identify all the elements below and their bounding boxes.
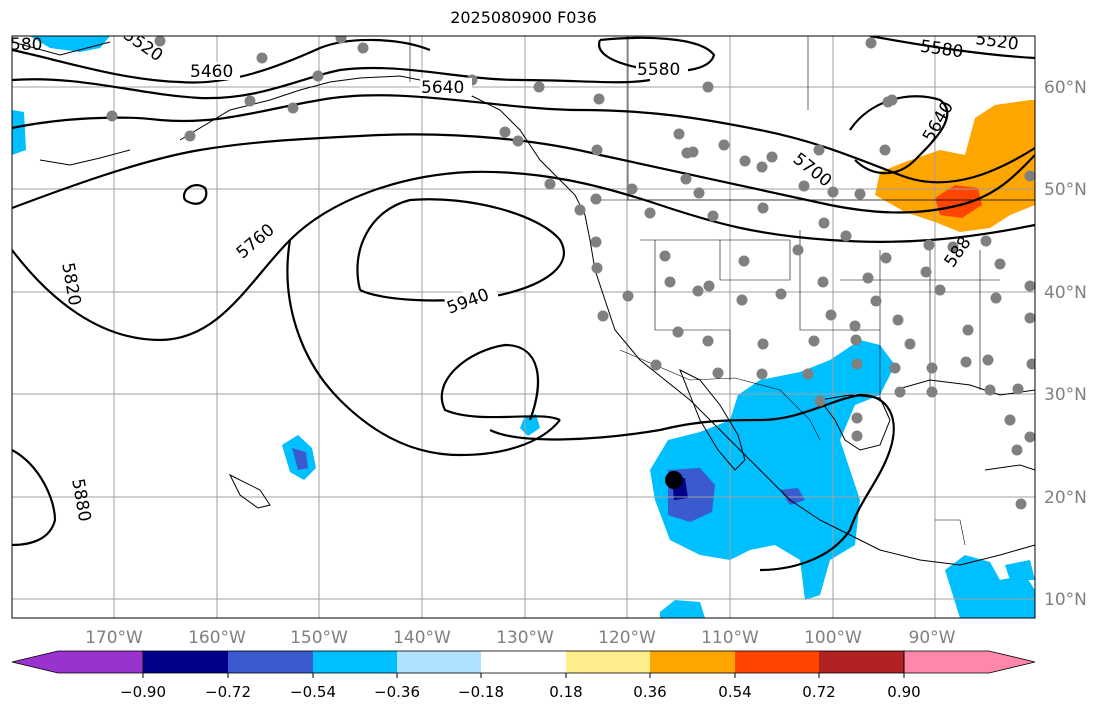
colorbar-segment [481, 651, 566, 673]
station-markers [106, 36, 1035, 510]
gridlines [12, 36, 1035, 618]
map-title: 2025080900 F036 [450, 8, 597, 27]
contour-label: 5640 [421, 78, 464, 98]
colorbar-extend-max [903, 650, 1036, 674]
plot-area [12, 36, 1035, 618]
negative-anomaly-region [650, 340, 895, 600]
colorbar-segment [566, 651, 650, 673]
colorbar-segment [143, 651, 228, 673]
lon-label: 170°W [85, 628, 143, 648]
colorbar-tick-label: −0.36 [374, 683, 420, 701]
colorbar-tick-label: 0.72 [802, 683, 835, 701]
lon-label: 110°W [701, 628, 759, 648]
colorbar-extend-min [11, 650, 144, 674]
small-patch-5 [30, 36, 110, 52]
longitude-labels: 170°W 160°W 150°W 140°W 130°W 120°W 110°… [85, 628, 956, 648]
colorbar-segment [228, 651, 313, 673]
colorbar-tick-label: 0.18 [549, 683, 582, 701]
lon-label: 100°W [804, 628, 862, 648]
contour-label: 5520 [974, 29, 1020, 55]
small-patch-3 [945, 555, 1035, 618]
colorbar-tick-label: 0.54 [718, 683, 751, 701]
colorbar-tick-label: 0.36 [633, 683, 666, 701]
lat-label: 60°N [1044, 78, 1087, 98]
colorbar: −0.90 −0.72 −0.54 −0.36 −0.18 0.18 0.36 … [11, 650, 1036, 701]
lon-label: 130°W [496, 628, 554, 648]
colorbar-tick-label: −0.72 [205, 683, 251, 701]
hawaii-negative-core [292, 448, 308, 470]
positive-anomaly-core [935, 185, 982, 218]
lon-label: 140°W [393, 628, 451, 648]
lat-label: 40°N [1044, 283, 1087, 303]
target-point-marker [665, 471, 683, 489]
small-patch-4 [12, 110, 26, 155]
colorbar-tick-label: −0.90 [120, 683, 166, 701]
colorbar-tick-label: 0.90 [887, 683, 920, 701]
lon-label: 120°W [598, 628, 656, 648]
small-patch-6 [1005, 560, 1035, 580]
latitude-labels: 60°N 50°N 40°N 30°N 20°N 10°N [1044, 78, 1087, 610]
colorbar-segment [313, 651, 397, 673]
colorbar-tick-label: −0.18 [458, 683, 504, 701]
plot-frame [11, 35, 1036, 619]
lat-label: 30°N [1044, 385, 1087, 405]
lon-label: 150°W [290, 628, 348, 648]
lon-label: 160°W [188, 628, 246, 648]
contour-label: 580 [10, 35, 42, 55]
lat-label: 50°N [1044, 180, 1087, 200]
small-patch-2 [660, 600, 705, 618]
lat-label: 20°N [1044, 488, 1087, 508]
lat-label: 10°N [1044, 590, 1087, 610]
colorbar-segment [819, 651, 904, 673]
contour-label: 5460 [190, 62, 233, 82]
colorbar-tick-label: −0.54 [290, 683, 336, 701]
colorbar-segment [650, 651, 735, 673]
lon-label: 90°W [909, 628, 956, 648]
positive-anomaly-region [875, 100, 1035, 232]
contour-label: 5580 [637, 60, 680, 80]
colorbar-segment [735, 651, 819, 673]
colorbar-segment [397, 651, 481, 673]
